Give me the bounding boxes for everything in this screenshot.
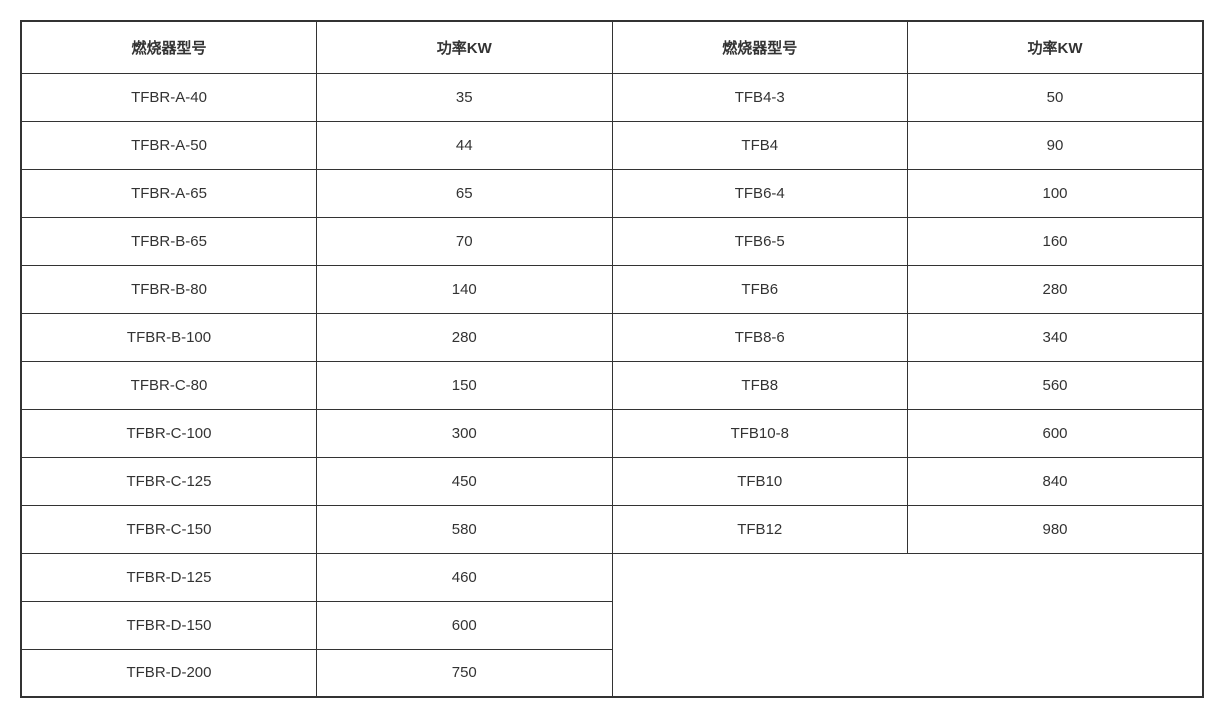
cell-model: TFB8 <box>612 361 908 409</box>
cell-power: 70 <box>317 217 613 265</box>
cell-model: TFBR-B-100 <box>21 313 317 361</box>
header-model-1: 燃烧器型号 <box>21 21 317 73</box>
cell-model: TFBR-D-125 <box>21 553 317 601</box>
table-row: TFBR-C-100 300 TFB10-8 600 <box>21 409 1203 457</box>
cell-power: 580 <box>317 505 613 553</box>
cell-model: TFB6-4 <box>612 169 908 217</box>
cell-model: TFBR-C-80 <box>21 361 317 409</box>
table-row: TFBR-A-65 65 TFB6-4 100 <box>21 169 1203 217</box>
empty-merged-cell <box>612 553 1203 697</box>
cell-model: TFB8-6 <box>612 313 908 361</box>
table-row: TFBR-B-100 280 TFB8-6 340 <box>21 313 1203 361</box>
cell-model: TFB6-5 <box>612 217 908 265</box>
cell-model: TFBR-C-100 <box>21 409 317 457</box>
cell-power: 65 <box>317 169 613 217</box>
table-row: TFBR-B-65 70 TFB6-5 160 <box>21 217 1203 265</box>
cell-model: TFBR-C-150 <box>21 505 317 553</box>
cell-model: TFBR-A-65 <box>21 169 317 217</box>
cell-power: 150 <box>317 361 613 409</box>
cell-power: 50 <box>908 73 1204 121</box>
cell-model: TFBR-B-80 <box>21 265 317 313</box>
cell-model: TFB10-8 <box>612 409 908 457</box>
table-row: TFBR-A-50 44 TFB4 90 <box>21 121 1203 169</box>
cell-model: TFB6 <box>612 265 908 313</box>
cell-power: 280 <box>908 265 1204 313</box>
cell-power: 280 <box>317 313 613 361</box>
cell-model: TFBR-C-125 <box>21 457 317 505</box>
cell-model: TFB12 <box>612 505 908 553</box>
header-power-2: 功率KW <box>908 21 1204 73</box>
table-header-row: 燃烧器型号 功率KW 燃烧器型号 功率KW <box>21 21 1203 73</box>
cell-model: TFBR-A-40 <box>21 73 317 121</box>
cell-model: TFBR-D-150 <box>21 601 317 649</box>
cell-power: 300 <box>317 409 613 457</box>
cell-model: TFBR-D-200 <box>21 649 317 697</box>
cell-power: 44 <box>317 121 613 169</box>
cell-power: 450 <box>317 457 613 505</box>
cell-power: 90 <box>908 121 1204 169</box>
cell-power: 35 <box>317 73 613 121</box>
cell-model: TFB10 <box>612 457 908 505</box>
cell-power: 460 <box>317 553 613 601</box>
header-model-2: 燃烧器型号 <box>612 21 908 73</box>
table-row: TFBR-C-80 150 TFB8 560 <box>21 361 1203 409</box>
table-row: TFBR-C-125 450 TFB10 840 <box>21 457 1203 505</box>
burner-spec-table: 燃烧器型号 功率KW 燃烧器型号 功率KW TFBR-A-40 35 TFB4-… <box>20 20 1204 698</box>
table-row: TFBR-A-40 35 TFB4-3 50 <box>21 73 1203 121</box>
table-row: TFBR-D-125 460 <box>21 553 1203 601</box>
cell-power: 600 <box>317 601 613 649</box>
cell-model: TFB4 <box>612 121 908 169</box>
cell-model: TFBR-B-65 <box>21 217 317 265</box>
cell-power: 840 <box>908 457 1204 505</box>
cell-power: 100 <box>908 169 1204 217</box>
cell-power: 980 <box>908 505 1204 553</box>
table-row: TFBR-B-80 140 TFB6 280 <box>21 265 1203 313</box>
cell-power: 140 <box>317 265 613 313</box>
cell-power: 560 <box>908 361 1204 409</box>
table-row: TFBR-C-150 580 TFB12 980 <box>21 505 1203 553</box>
cell-power: 750 <box>317 649 613 697</box>
cell-power: 600 <box>908 409 1204 457</box>
cell-power: 160 <box>908 217 1204 265</box>
cell-model: TFB4-3 <box>612 73 908 121</box>
header-power-1: 功率KW <box>317 21 613 73</box>
cell-power: 340 <box>908 313 1204 361</box>
burner-spec-table-container: 燃烧器型号 功率KW 燃烧器型号 功率KW TFBR-A-40 35 TFB4-… <box>20 20 1204 698</box>
cell-model: TFBR-A-50 <box>21 121 317 169</box>
